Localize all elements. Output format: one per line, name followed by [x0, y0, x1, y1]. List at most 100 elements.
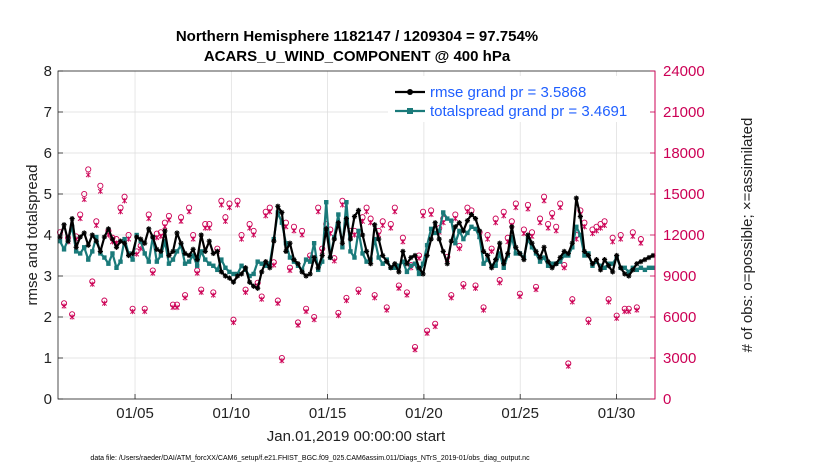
x-tick-label: 01/10 [213, 405, 251, 422]
rmse-point [295, 261, 301, 267]
obs-assimilated-point [279, 358, 285, 364]
rmse-point-stroke [134, 234, 139, 240]
obs-assimilated-point [428, 211, 434, 218]
totalspread-point [537, 259, 543, 264]
rmse-point-stroke [384, 259, 389, 264]
totalspread-point [473, 226, 478, 232]
totalspread-point [545, 263, 551, 268]
obs-assimilated-point [247, 225, 253, 231]
rmse-point-stroke [521, 257, 527, 262]
rmse-point [618, 265, 624, 271]
rmse-point-stroke [138, 236, 143, 242]
legend-spread-marker [395, 108, 425, 114]
rmse-point [444, 261, 450, 267]
totalspread-point [82, 245, 87, 250]
rmse-point-stroke [287, 240, 293, 246]
rmse-point-stroke [239, 271, 244, 277]
rmse-point-stroke [436, 236, 442, 242]
rmse-point-stroke [566, 251, 571, 256]
totalspread-point [198, 249, 204, 254]
rmse-point-stroke [396, 269, 402, 275]
rmse-point-stroke [243, 265, 248, 271]
obs-assimilated-point [602, 222, 608, 229]
obs-assimilated-point [81, 196, 87, 203]
rmse-point [460, 228, 466, 234]
obs-assimilated-point [610, 239, 616, 245]
y-tick-label-left: 1 [44, 350, 52, 367]
rmse-point-stroke [461, 228, 466, 234]
totalspread-point [219, 257, 224, 262]
obs-assimilated-point [497, 280, 503, 286]
totalspread-point [432, 230, 438, 236]
rmse-point-stroke [590, 261, 595, 266]
obs-assimilated-point [557, 205, 563, 211]
rmse-point-stroke [638, 259, 644, 264]
rmse-point [525, 232, 531, 238]
rmse-point [436, 236, 442, 242]
legend-rmse-dot [407, 89, 413, 95]
rmse-point [178, 240, 184, 246]
totalspread-point [307, 259, 313, 264]
rmse-point-stroke [368, 261, 373, 266]
totalspread-point [582, 253, 587, 258]
obs-assimilated-point [85, 172, 91, 178]
rmse-point [408, 254, 414, 261]
rmse-point [275, 203, 281, 209]
obs-assimilated-point [400, 239, 406, 245]
totalspread-point [404, 269, 410, 275]
data-file-footnote: data file: /Users/raeder/DAI/ATM_forcXX/… [90, 455, 530, 462]
obs-assimilated-point [299, 232, 305, 238]
obs-assimilated-point [589, 230, 595, 237]
totalspread-point [303, 257, 309, 262]
totalspread-point [570, 245, 575, 250]
rmse-point-stroke [352, 214, 357, 219]
rmse-point [146, 226, 152, 232]
obs-assimilated-point [485, 236, 491, 242]
rmse-point [154, 246, 160, 252]
rmse-point-stroke [497, 240, 502, 246]
totalspread-point [650, 265, 656, 270]
rmse-point-stroke [477, 228, 482, 234]
obs-assimilated-point [339, 202, 345, 208]
rmse-point-stroke [485, 253, 490, 258]
obs-assimilated-point [174, 304, 180, 311]
totalspread-point [247, 273, 252, 279]
obs-assimilated-point [198, 289, 204, 296]
rmse-point-stroke [578, 214, 583, 219]
rmse-point [65, 238, 71, 244]
rmse-point-stroke [634, 261, 640, 266]
totalspread-point [94, 234, 99, 240]
rmse-point-stroke [360, 232, 365, 238]
rmse-point [311, 254, 317, 261]
rmse-point-stroke [247, 279, 252, 285]
rmse-point [368, 261, 374, 267]
totalspread-point [461, 236, 466, 242]
rmse-point [134, 234, 140, 240]
totalspread-point [558, 259, 563, 264]
obs-assimilated-point [291, 228, 297, 234]
totalspread-point [513, 251, 519, 256]
rmse-point [424, 252, 430, 259]
rmse-point-stroke [315, 265, 321, 271]
totalspread-point [174, 249, 180, 254]
obs-assimilated-point [448, 295, 454, 301]
rmse-point [89, 232, 95, 238]
totalspread-point [416, 271, 422, 277]
rmse-point-stroke [541, 245, 547, 250]
obs-assimilated-point [263, 213, 269, 219]
rmse-point-stroke [311, 255, 317, 260]
rmse-point [279, 209, 285, 216]
totalspread-point [340, 245, 345, 250]
rmse-point-stroke [440, 249, 446, 254]
rmse-point-stroke [376, 236, 381, 242]
y-tick-label-left: 2 [44, 309, 52, 326]
totalspread-point [69, 224, 75, 229]
totalspread-point [311, 241, 317, 246]
totalspread-point [541, 255, 547, 260]
rmse-point-stroke [517, 251, 523, 256]
rmse-point [561, 248, 567, 254]
rmse-point [601, 257, 608, 263]
rmse-point-stroke [267, 265, 273, 271]
totalspread-point [436, 228, 442, 234]
rmse-point-stroke [602, 257, 607, 262]
